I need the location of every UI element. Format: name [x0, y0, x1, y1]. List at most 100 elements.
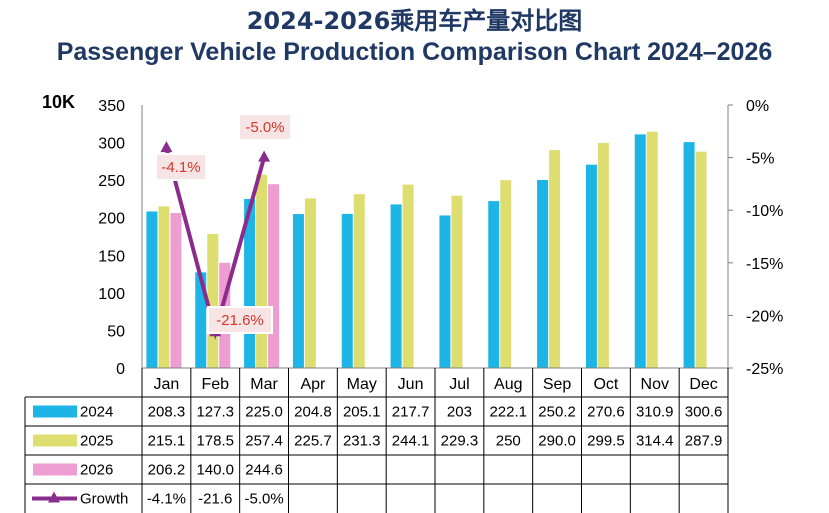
table-cell-2025: 229.3: [441, 433, 479, 450]
growth-marker-mar: [258, 150, 271, 162]
y-axis-units-label: 10K: [42, 92, 76, 112]
bar-2024-apr: [292, 214, 304, 368]
table-cell-2024: 204.8: [294, 404, 332, 421]
legend-label-2025: 2025: [80, 433, 113, 450]
y2-tick-label: 0%: [746, 98, 769, 115]
x-tick-label: Dec: [689, 376, 717, 393]
bar-2025-nov: [646, 131, 658, 368]
table-cell-2025: 290.0: [538, 433, 576, 450]
x-tick-label: Aug: [494, 376, 522, 393]
growth-data-label: -4.1%: [161, 159, 200, 176]
table-cell-2024: 208.3: [148, 404, 186, 421]
bar-2025-dec: [695, 151, 707, 368]
x-tick-label: Jul: [449, 376, 469, 393]
table-cell-2025: 215.1: [148, 433, 186, 450]
table-cell-2026: 206.2: [148, 462, 186, 479]
bar-2025-apr: [304, 198, 316, 368]
bar-2026-jan: [170, 213, 182, 368]
bar-2024-jul: [439, 215, 451, 368]
table-cell-2025: 178.5: [196, 433, 234, 450]
bar-2025-jun: [402, 184, 414, 368]
bar-2025-jan: [158, 206, 170, 368]
bar-2025-feb: [207, 233, 219, 368]
bar-2025-may: [353, 194, 365, 368]
legend-label-growth: Growth: [80, 491, 128, 508]
y2-tick-label: -15%: [746, 256, 783, 273]
x-tick-label: Apr: [300, 376, 326, 393]
growth-data-label: -21.6%: [216, 312, 264, 329]
table-cell-2024: 300.6: [685, 404, 723, 421]
table-cell-2026: 140.0: [196, 462, 234, 479]
bar-2025-aug: [500, 180, 512, 368]
table-cell-growth: -4.1%: [147, 491, 186, 508]
y-tick-label: 50: [107, 323, 125, 340]
bar-2024-dec: [683, 142, 695, 368]
table-cell-2024: 225.0: [245, 404, 283, 421]
table-cell-2024: 250.2: [538, 404, 576, 421]
table-cell-2025: 257.4: [245, 433, 283, 450]
y2-tick-label: -20%: [746, 308, 783, 325]
chart-title-english: Passenger Vehicle Production Comparison …: [56, 38, 773, 66]
legend-label-2026: 2026: [80, 462, 113, 479]
y-tick-label: 250: [98, 173, 125, 190]
x-tick-label: May: [347, 376, 377, 393]
bar-2026-mar: [268, 184, 280, 368]
chart-title-chinese: 2024-2026乘用车产量对比图: [246, 7, 583, 35]
bar-2024-nov: [634, 134, 646, 368]
table-cell-2025: 299.5: [587, 433, 625, 450]
table-cell-2025: 231.3: [343, 433, 381, 450]
table-cell-2024: 203: [447, 404, 472, 421]
x-tick-label: Oct: [593, 376, 618, 393]
y-tick-label: 300: [98, 136, 125, 153]
bar-2024-aug: [488, 201, 500, 368]
table-cell-2025: 225.7: [294, 433, 332, 450]
growth-label-box: [155, 153, 207, 181]
y-tick-label: 200: [98, 211, 125, 228]
legend-swatch-2026: [33, 463, 77, 476]
legend-label-2024: 2024: [80, 404, 113, 421]
y2-tick-label: -10%: [746, 203, 783, 220]
table-cell-2025: 250: [496, 433, 521, 450]
y2-tick-label: -25%: [746, 361, 783, 378]
bar-2024-mar: [244, 198, 256, 368]
bar-2025-jul: [451, 195, 463, 368]
y-tick-label: 100: [98, 286, 125, 303]
table-cell-2025: 244.1: [392, 433, 430, 450]
growth-marker-jan: [160, 141, 173, 153]
bar-2024-may: [341, 213, 353, 368]
y2-tick-label: -5%: [746, 151, 774, 168]
table-cell-2024: 217.7: [392, 404, 430, 421]
x-tick-label: Nov: [641, 376, 669, 393]
table-cell-2025: 287.9: [685, 433, 723, 450]
x-tick-label: Sep: [543, 376, 572, 393]
bar-2024-jun: [390, 204, 402, 368]
bar-2025-sep: [549, 150, 561, 368]
x-tick-label: Mar: [250, 376, 278, 393]
table-cell-2024: 310.9: [636, 404, 674, 421]
table-cell-2026: 244.6: [245, 462, 283, 479]
bar-2024-feb: [195, 272, 207, 368]
y-tick-label: 150: [98, 248, 125, 265]
x-tick-label: Jan: [154, 376, 180, 393]
table-cell-growth: -5.0%: [244, 491, 283, 508]
bar-2025-oct: [597, 142, 609, 368]
bar-2024-jan: [146, 211, 158, 368]
growth-label-box: [207, 306, 273, 334]
x-tick-label: Jun: [398, 376, 424, 393]
table-cell-growth: -21.6: [198, 491, 232, 508]
x-tick-label: Feb: [201, 376, 229, 393]
legend-marker-growth: [48, 491, 60, 503]
legend-swatch-2024: [33, 405, 77, 418]
chart-title: 2024-2026乘用车产量对比图 Passenger Vehicle Prod…: [0, 6, 829, 68]
y-tick-label: 0: [116, 361, 125, 378]
table-cell-2025: 314.4: [636, 433, 674, 450]
legend-swatch-2025: [33, 434, 77, 447]
y-tick-label: 350: [98, 98, 125, 115]
table-cell-2024: 270.6: [587, 404, 625, 421]
table-cell-2024: 205.1: [343, 404, 381, 421]
growth-label-box: [238, 113, 292, 141]
bar-2025-mar: [256, 174, 268, 368]
bar-2024-sep: [537, 179, 549, 368]
table-cell-2024: 127.3: [196, 404, 234, 421]
